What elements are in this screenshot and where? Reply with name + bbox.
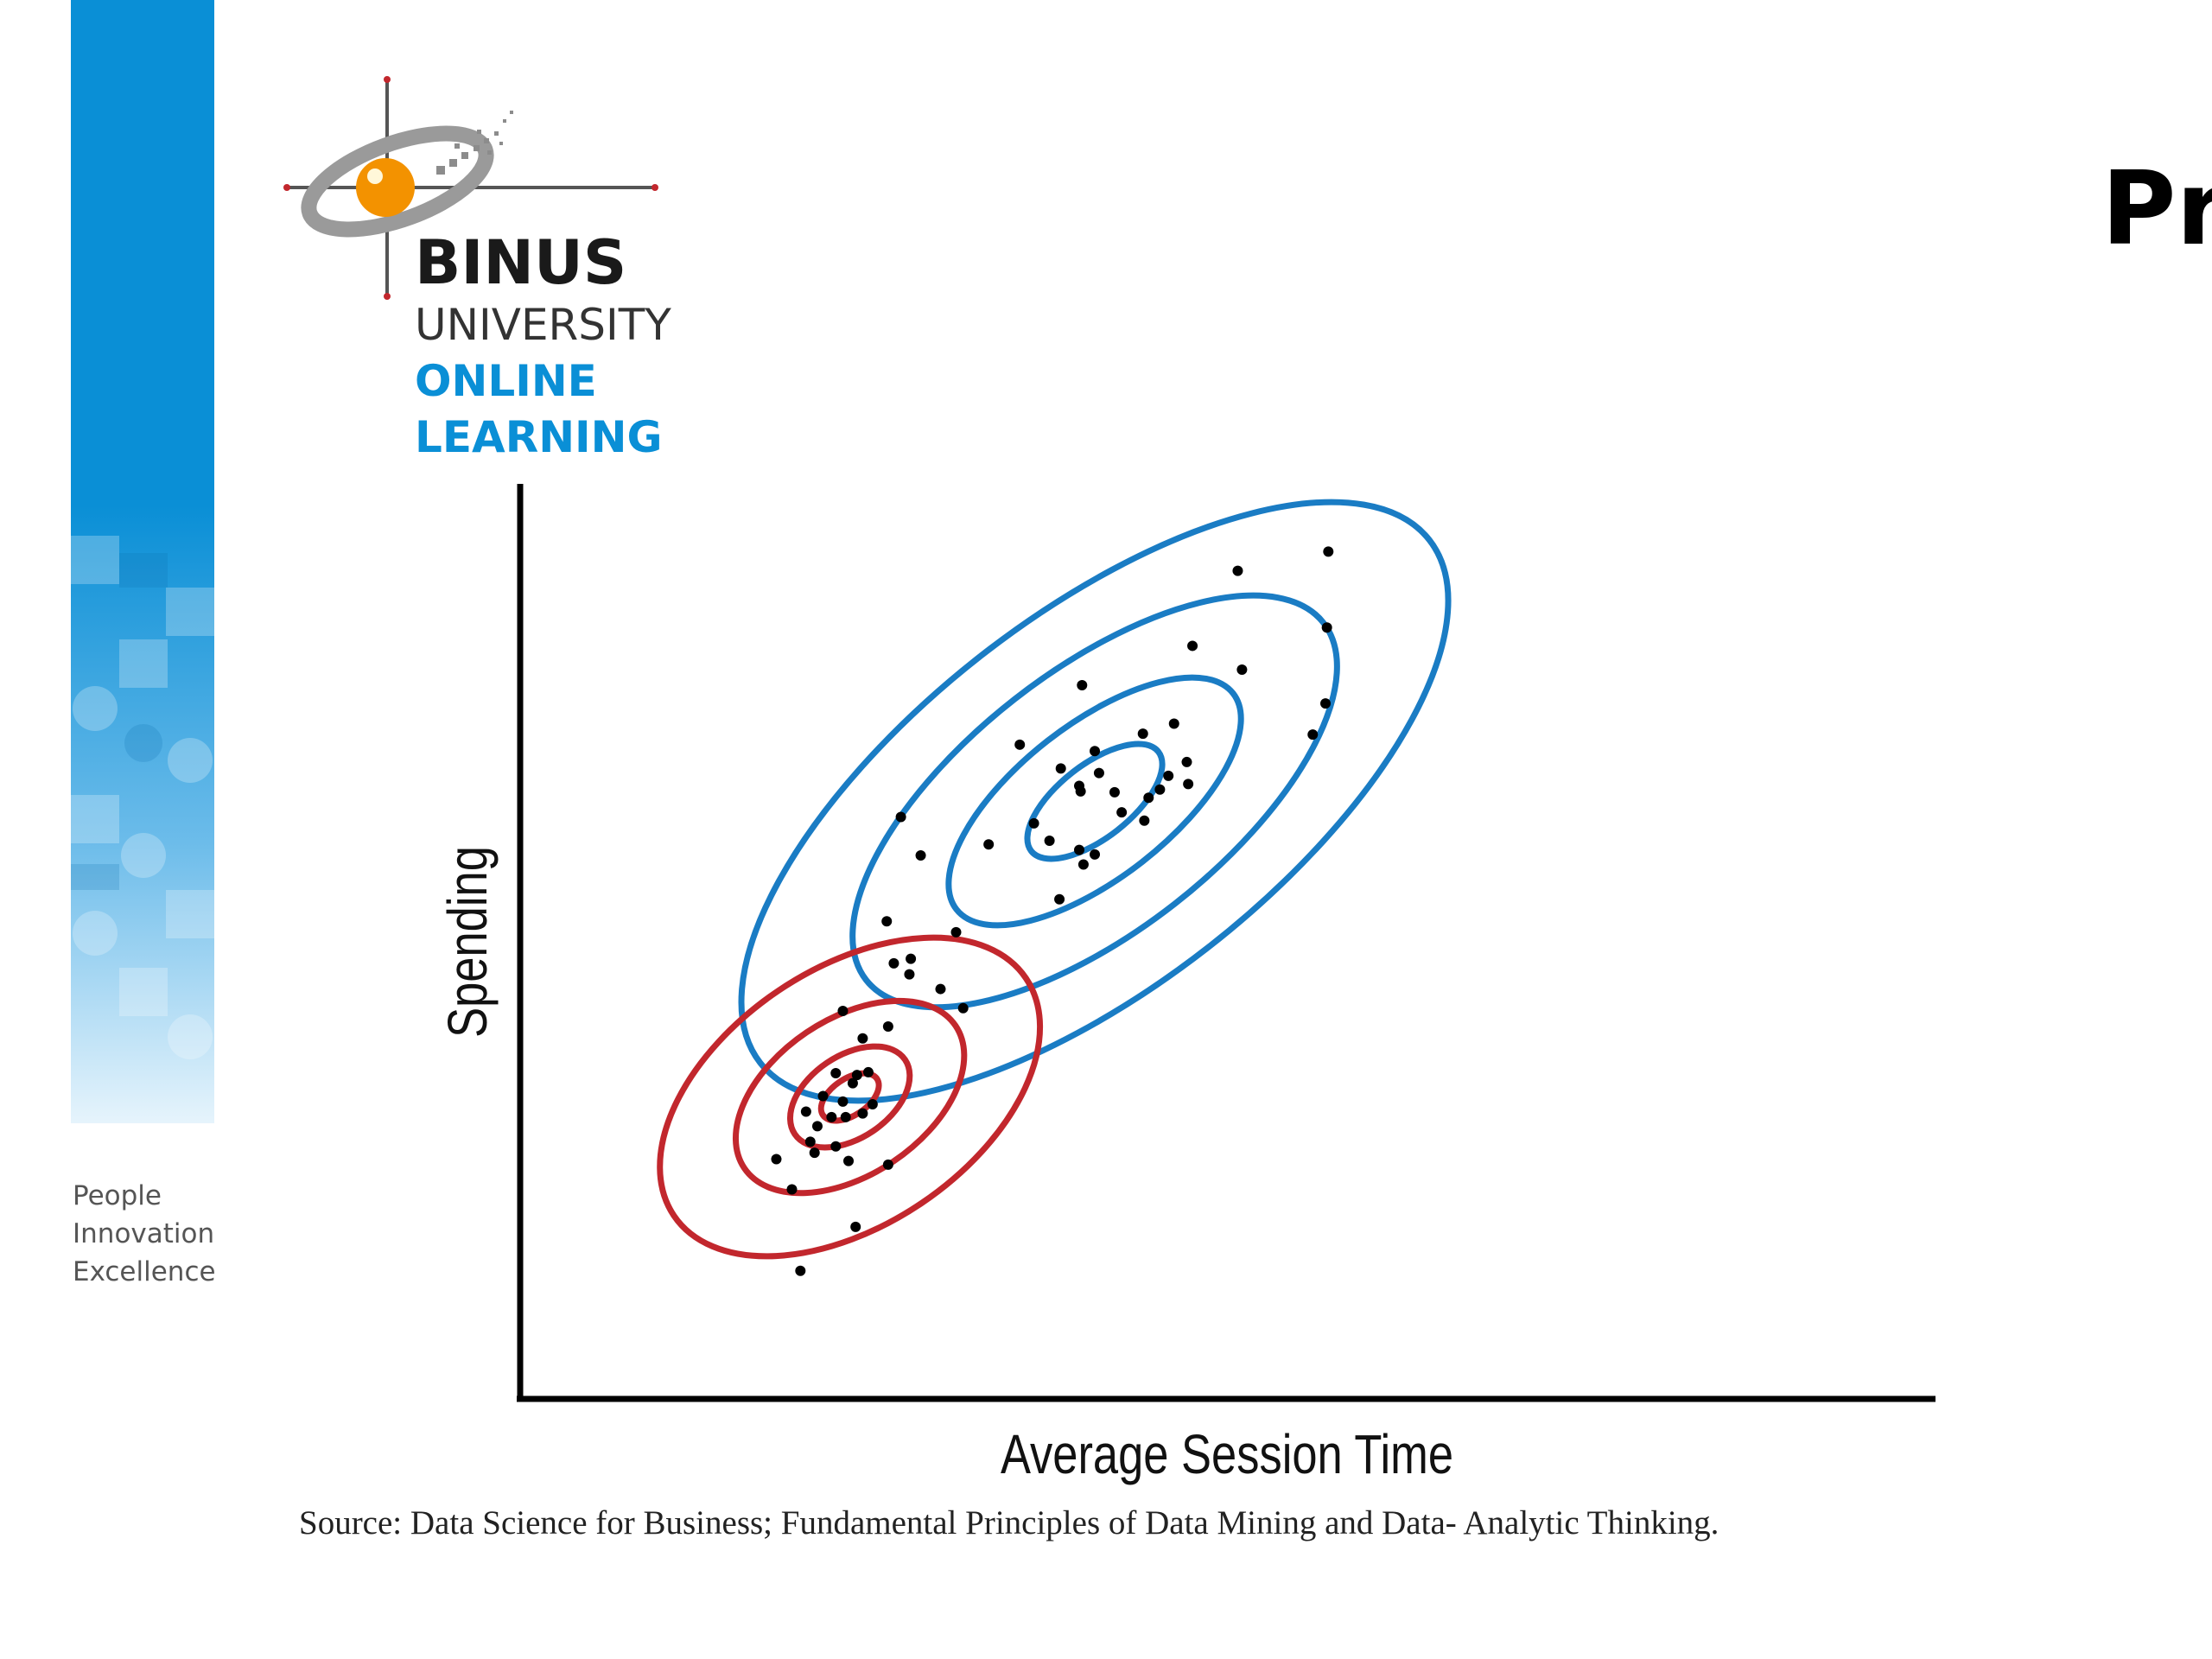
data-point: [1187, 640, 1198, 652]
data-point: [857, 1108, 868, 1119]
data-point: [1154, 784, 1166, 795]
data-point: [1137, 728, 1148, 740]
data-point: [1232, 565, 1243, 576]
data-point: [1077, 859, 1089, 870]
cluster-2-contour-3: [732, 997, 968, 1197]
data-point: [935, 983, 946, 995]
data-point: [1054, 893, 1065, 905]
data-point: [804, 1136, 816, 1147]
data-point: [1139, 815, 1150, 826]
logo-line-binus: BINUS: [415, 227, 626, 298]
data-point: [1077, 679, 1088, 690]
data-point: [843, 1155, 855, 1166]
data-point: [847, 1077, 858, 1089]
data-point: [1028, 817, 1039, 829]
tagline: People Innovation Excellence: [73, 1177, 216, 1291]
logo-pixel-trail-icon: [436, 111, 513, 175]
data-point: [867, 1099, 878, 1110]
data-point: [809, 1147, 820, 1159]
data-point: [888, 957, 899, 969]
data-point: [830, 1067, 842, 1078]
x-axis-label: Average Session Time: [1001, 1424, 1453, 1485]
data-point: [795, 1265, 806, 1276]
data-point: [1236, 664, 1248, 675]
data-point: [915, 849, 926, 861]
logo-line-learning: LEARNING: [415, 412, 663, 462]
data-point: [837, 1096, 849, 1107]
data-point: [771, 1154, 782, 1165]
logo-swoosh-icon: [301, 125, 494, 238]
data-point: [950, 926, 962, 938]
data-point: [1093, 767, 1104, 779]
data-point: [1055, 763, 1066, 774]
data-point: [904, 969, 915, 980]
data-point: [881, 916, 893, 927]
cluster-1-contour-4: [738, 499, 1452, 1104]
data-point: [1116, 807, 1128, 818]
data-point: [957, 1002, 969, 1014]
data-point: [857, 1033, 868, 1044]
cluster-1-contour-1: [1024, 741, 1166, 862]
data-point: [882, 1159, 893, 1170]
scatter-points: [771, 546, 1334, 1276]
data-point: [1183, 779, 1194, 790]
data-point: [837, 1005, 849, 1016]
data-point: [1163, 770, 1174, 781]
tagline-line: Innovation: [73, 1218, 215, 1249]
data-point: [906, 953, 917, 964]
cluster-1-contour-2: [945, 674, 1244, 929]
data-point: [862, 1066, 874, 1077]
data-point: [1090, 849, 1101, 860]
cluster-2-contour-4: [657, 934, 1044, 1260]
data-point: [1168, 718, 1179, 729]
data-point: [1109, 786, 1120, 798]
data-point: [1074, 844, 1085, 855]
data-point: [1323, 546, 1334, 557]
data-point: [1321, 622, 1332, 633]
tagline-line: Excellence: [73, 1256, 216, 1287]
data-point: [1075, 785, 1086, 797]
data-point: [830, 1141, 842, 1152]
cluster-2-contour-2: [786, 1043, 913, 1151]
tagline-line: People: [73, 1180, 162, 1211]
data-point: [811, 1121, 823, 1132]
data-point: [1307, 729, 1319, 741]
cluster-contours: [657, 499, 1452, 1260]
data-point: [1181, 756, 1192, 767]
data-point: [895, 811, 906, 823]
binus-logo: BINUS UNIVERSITY ONLINE LEARNING: [283, 76, 671, 462]
data-point: [882, 1020, 893, 1032]
data-point: [983, 839, 995, 850]
slide-title: Pr: [2101, 149, 2212, 268]
data-point: [1320, 698, 1332, 709]
data-point: [1143, 792, 1154, 804]
data-point: [851, 1070, 862, 1081]
logo-line-university: UNIVERSITY: [415, 300, 671, 350]
data-point: [850, 1221, 861, 1232]
y-axis-label: Spending: [437, 846, 499, 1038]
source-citation: Source: Data Science for Business; Funda…: [299, 1504, 1719, 1541]
data-point: [800, 1106, 811, 1117]
data-point: [1044, 836, 1055, 847]
data-point: [1090, 746, 1101, 757]
data-point: [826, 1111, 837, 1122]
sidebar-decoration: [71, 0, 214, 1123]
data-point: [817, 1090, 829, 1102]
data-point: [786, 1184, 798, 1195]
logo-line-online: ONLINE: [415, 356, 597, 406]
cluster-1-contour-3: [849, 592, 1340, 1011]
data-point: [1014, 739, 1026, 750]
data-point: [840, 1111, 851, 1122]
